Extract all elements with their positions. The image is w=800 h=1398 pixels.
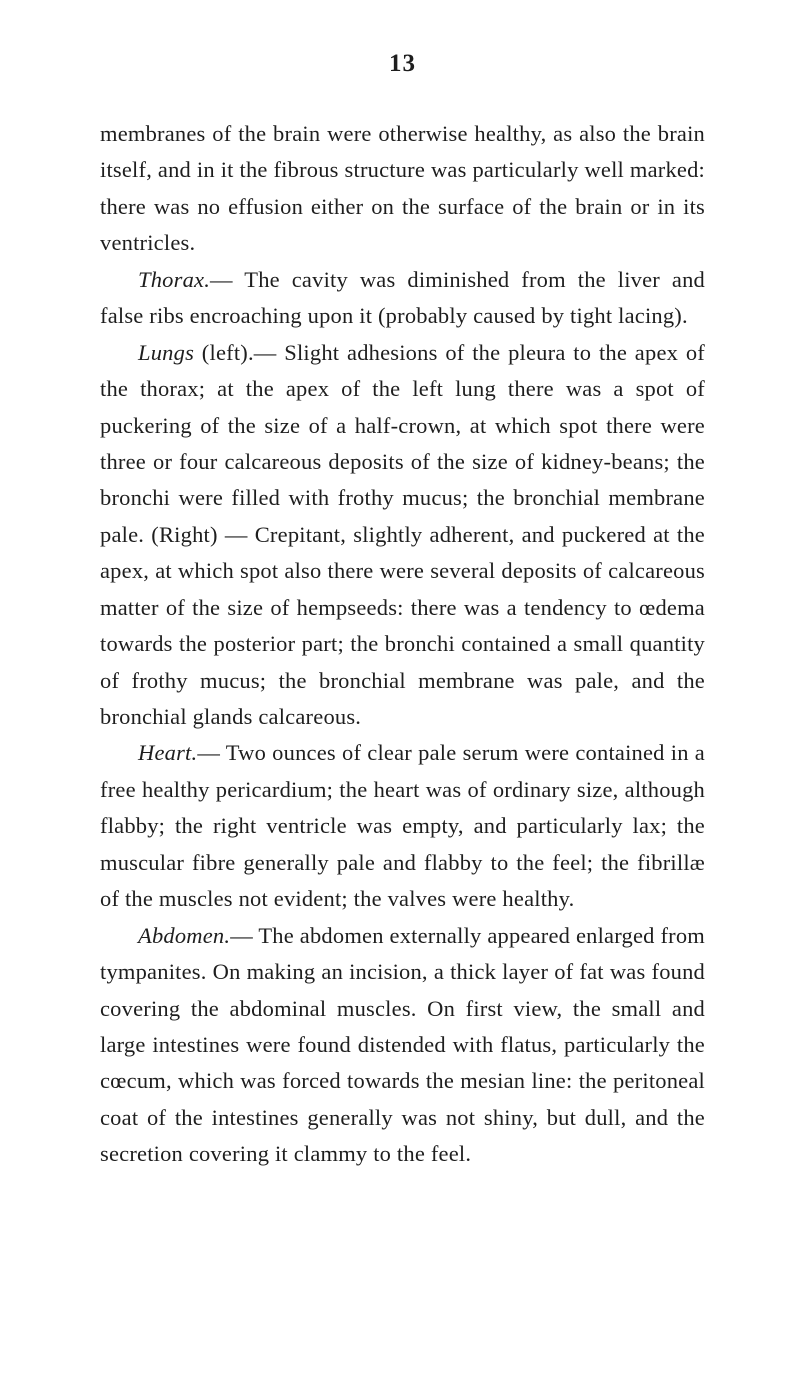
- paragraph-abdomen: Abdomen.— The abdomen externally appeare…: [100, 918, 705, 1173]
- label-thorax: Thorax.: [138, 267, 210, 292]
- paragraph-thorax: Thorax.— The cavity was diminished from …: [100, 262, 705, 335]
- label-lungs: Lungs: [138, 340, 194, 365]
- page-number: 13: [100, 50, 705, 78]
- para-2-text: (left).— Slight adhesions of the pleura …: [100, 340, 705, 729]
- paragraph-lungs: Lungs (left).— Slight adhesions of the p…: [100, 335, 705, 736]
- para-4-text: — The abdomen externally appeared en­lar…: [100, 923, 705, 1167]
- para-0-text: membranes of the brain were otherwise he…: [100, 121, 705, 255]
- body-text: membranes of the brain were otherwise he…: [100, 116, 705, 1173]
- document-page: 13 membranes of the brain were otherwise…: [0, 0, 800, 1398]
- paragraph-intro: membranes of the brain were otherwise he…: [100, 116, 705, 262]
- label-heart: Heart.: [138, 740, 197, 765]
- para-3-text: — Two ounces of clear pale serum were co…: [100, 740, 705, 911]
- label-abdomen: Abdomen.: [138, 923, 230, 948]
- paragraph-heart: Heart.— Two ounces of clear pale serum w…: [100, 735, 705, 917]
